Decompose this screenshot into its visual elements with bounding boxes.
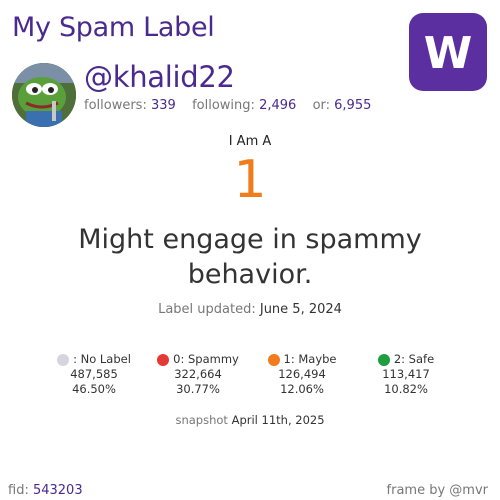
or-count: 6,955 bbox=[334, 98, 372, 113]
fid-footer: fid: 543203 bbox=[8, 483, 83, 498]
legend-label: : No Label bbox=[73, 352, 131, 366]
dot-icon bbox=[267, 353, 280, 366]
legend-count: 487,585 bbox=[70, 367, 118, 381]
dot-icon bbox=[57, 353, 70, 366]
following-count: 2,496 bbox=[259, 98, 297, 113]
frame-credit: frame by @mvr bbox=[386, 483, 488, 498]
legend-percent: 10.82% bbox=[384, 382, 428, 396]
pepe-frog-avatar-icon bbox=[12, 63, 76, 127]
legend-label: 1: Maybe bbox=[283, 352, 337, 366]
legend-count: 322,664 bbox=[174, 367, 222, 381]
or-label: or: bbox=[312, 98, 331, 113]
legend-count: 126,494 bbox=[278, 367, 326, 381]
label-intro: I Am A bbox=[228, 134, 272, 149]
fid-value: 543203 bbox=[32, 483, 83, 498]
user-handle: @khalid22 bbox=[84, 60, 235, 94]
snapshot-value: April 11th, 2025 bbox=[231, 413, 325, 427]
legend-label: 2: Safe bbox=[393, 352, 435, 366]
updated-label: Label updated: bbox=[158, 302, 256, 317]
app-logo-icon: W bbox=[409, 13, 487, 91]
updated-date: June 5, 2024 bbox=[259, 302, 342, 317]
legend-item-safe: 2: Safe 113,417 10.82% bbox=[354, 352, 458, 397]
legend-item-no-label: : No Label 487,585 46.50% bbox=[42, 352, 146, 397]
profile-stats: followers: 339 following: 2,496 or: 6,95… bbox=[84, 98, 371, 113]
legend-item-maybe: 1: Maybe 126,494 12.06% bbox=[250, 352, 354, 397]
followers-label: followers: bbox=[84, 98, 147, 113]
snapshot-label: snapshot bbox=[175, 413, 228, 427]
spam-label-value: 1 bbox=[233, 150, 267, 210]
avatar bbox=[12, 63, 76, 127]
legend-item-spammy: 0: Spammy 322,664 30.77% bbox=[146, 352, 250, 397]
following-label: following: bbox=[192, 98, 255, 113]
legend-percent: 46.50% bbox=[72, 382, 116, 396]
legend-count: 113,417 bbox=[382, 367, 430, 381]
svg-text:W: W bbox=[424, 28, 473, 79]
legend-percent: 12.06% bbox=[280, 382, 324, 396]
dot-icon bbox=[157, 353, 170, 366]
label-description: Might engage in spammy behavior. bbox=[78, 224, 422, 290]
followers-count: 339 bbox=[150, 98, 176, 113]
legend-percent: 30.77% bbox=[176, 382, 220, 396]
dot-icon bbox=[377, 353, 390, 366]
snapshot-date: snapshot April 11th, 2025 bbox=[0, 413, 500, 427]
label-distribution-legend: : No Label 487,585 46.50% 0: Spammy 322,… bbox=[0, 352, 500, 397]
fid-label: fid: bbox=[8, 483, 29, 498]
label-updated: Label updated: June 5, 2024 bbox=[0, 302, 500, 317]
page-title: My Spam Label bbox=[12, 12, 215, 43]
legend-label: 0: Spammy bbox=[173, 352, 239, 366]
